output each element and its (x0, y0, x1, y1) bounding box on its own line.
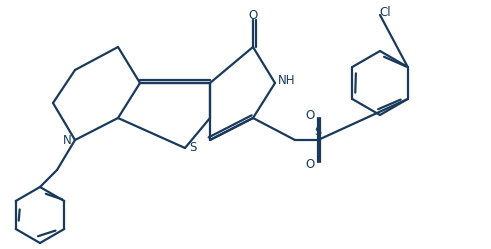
Text: O: O (305, 109, 315, 122)
Text: N: N (63, 133, 71, 146)
Text: Cl: Cl (379, 5, 391, 18)
Text: O: O (305, 159, 315, 172)
Text: S: S (314, 127, 322, 137)
Text: NH: NH (278, 73, 296, 86)
Text: O: O (248, 8, 258, 21)
Text: S: S (190, 140, 197, 153)
